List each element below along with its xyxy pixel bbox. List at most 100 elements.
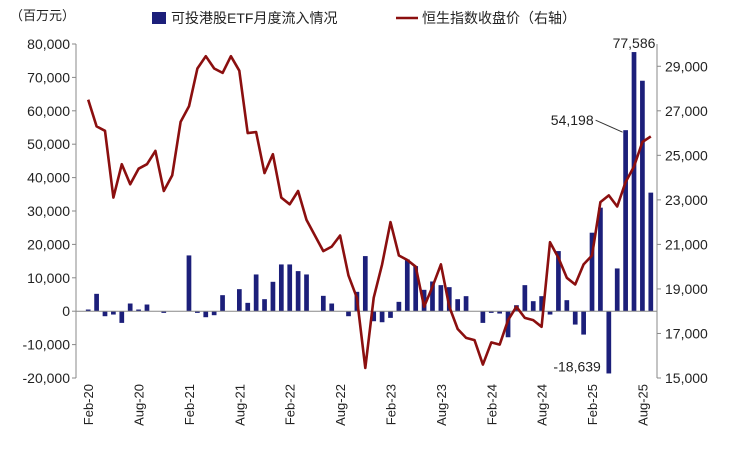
bar — [640, 80, 645, 312]
right-axis-tick-label: 27,000 — [665, 103, 708, 119]
bar — [287, 264, 293, 312]
bar — [556, 251, 561, 312]
bar — [211, 311, 217, 316]
data-label-secondary: 54,198 — [551, 112, 594, 128]
bar — [530, 301, 536, 312]
bar — [497, 311, 503, 314]
bar — [195, 311, 200, 313]
bar — [320, 295, 326, 312]
bar — [438, 285, 444, 312]
x-axis-tick-label: Feb-21 — [182, 384, 197, 425]
bar — [539, 296, 544, 312]
bar — [547, 311, 553, 315]
x-axis-tick-label: Feb-25 — [585, 384, 600, 425]
bar — [488, 311, 494, 313]
hsi-close-line — [86, 54, 652, 370]
x-axis-tick-label: Aug-20 — [132, 384, 147, 426]
line-series — [86, 54, 652, 370]
x-axis-tick-label: Feb-20 — [81, 384, 96, 425]
bar — [144, 304, 150, 312]
bar — [522, 285, 528, 312]
bar — [102, 311, 108, 317]
left-axis: -20,000 -10,000 0 10,000 20,000 30,000 40,000 5… — [23, 36, 77, 386]
bar — [127, 303, 133, 312]
bar — [85, 309, 91, 312]
right-axis-tick-label: 21,000 — [665, 236, 708, 252]
x-axis-tick-label: Aug-21 — [232, 384, 247, 426]
bar — [253, 274, 259, 312]
bar — [220, 295, 225, 312]
bar — [623, 130, 628, 312]
bar — [119, 311, 125, 323]
x-axis-tick-label: Feb-24 — [484, 384, 499, 425]
bar — [404, 259, 410, 312]
bar — [388, 311, 393, 318]
bar — [480, 311, 486, 323]
bar — [270, 281, 276, 312]
right-axis-tick-label: 17,000 — [665, 325, 708, 341]
left-axis-tick-label: 80,000 — [27, 36, 70, 52]
bar — [648, 192, 654, 312]
bar — [371, 311, 377, 322]
x-axis-tick-label: Feb-23 — [383, 384, 398, 425]
bar — [413, 266, 419, 312]
left-axis-tick-label: -20,000 — [23, 370, 71, 386]
bar — [262, 299, 267, 312]
bar — [455, 299, 461, 312]
x-axis-tick-label: Feb-22 — [283, 384, 298, 425]
left-axis-unit-label: （百万元） — [10, 8, 75, 23]
bar — [430, 281, 435, 312]
bar — [598, 207, 603, 312]
bar — [186, 255, 192, 312]
bar — [346, 311, 351, 317]
bar — [572, 311, 578, 325]
right-axis: 15,000 17,000 19,000 21,000 23,000 25,000 27,0… — [656, 44, 708, 386]
bar — [564, 300, 570, 312]
bar — [236, 289, 242, 312]
bar — [161, 311, 167, 313]
x-axis: Feb-20 Aug-20 Feb-21 Aug-21 Feb-22 Aug-22 Feb-… — [81, 384, 650, 426]
left-axis-tick-label: 60,000 — [27, 103, 70, 119]
x-axis-tick-label: Aug-23 — [434, 384, 449, 426]
data-label-leader-line — [595, 119, 623, 133]
data-label-max: 77,586 — [613, 35, 656, 51]
bar — [111, 311, 116, 315]
right-axis-tick-label: 25,000 — [665, 147, 708, 163]
bar — [631, 52, 637, 312]
bar — [329, 303, 335, 312]
left-axis-tick-label: 50,000 — [27, 136, 70, 152]
bar-series — [85, 52, 654, 374]
bar — [203, 311, 209, 318]
bar — [446, 287, 452, 312]
x-axis-tick-label: Aug-25 — [635, 384, 650, 426]
legend-line-label: 恒生指数收盘价（右轴） — [422, 10, 576, 26]
bar — [379, 311, 385, 323]
left-axis-tick-label: 0 — [62, 303, 70, 319]
bar — [245, 302, 251, 312]
bar — [606, 311, 612, 374]
legend-bar-swatch — [152, 12, 166, 24]
bar — [94, 293, 99, 312]
data-label-min: -18,639 — [553, 358, 601, 374]
x-axis-tick-label: Aug-22 — [333, 384, 348, 426]
left-axis-tick-label: 30,000 — [27, 203, 70, 219]
bar — [614, 268, 620, 312]
right-axis-tick-label: 19,000 — [665, 281, 708, 297]
bar — [463, 296, 469, 312]
right-axis-tick-label: 29,000 — [665, 58, 708, 74]
left-axis-tick-label: -10,000 — [23, 337, 71, 353]
bar — [136, 309, 141, 312]
bar — [295, 271, 301, 312]
right-axis-tick-label: 15,000 — [665, 370, 708, 386]
bar — [362, 256, 368, 312]
left-axis-tick-label: 20,000 — [27, 236, 70, 252]
legend-bar-label: 可投港股ETF月度流入情况 — [171, 10, 337, 26]
left-axis-tick-label: 10,000 — [27, 270, 70, 286]
left-axis-tick-label: 70,000 — [27, 69, 70, 85]
bar — [278, 264, 284, 312]
annotations: 77,586 54,198 -18,639 — [551, 35, 656, 374]
bar — [589, 232, 595, 312]
bar — [581, 311, 586, 335]
x-axis-tick-label: Aug-24 — [535, 384, 550, 426]
